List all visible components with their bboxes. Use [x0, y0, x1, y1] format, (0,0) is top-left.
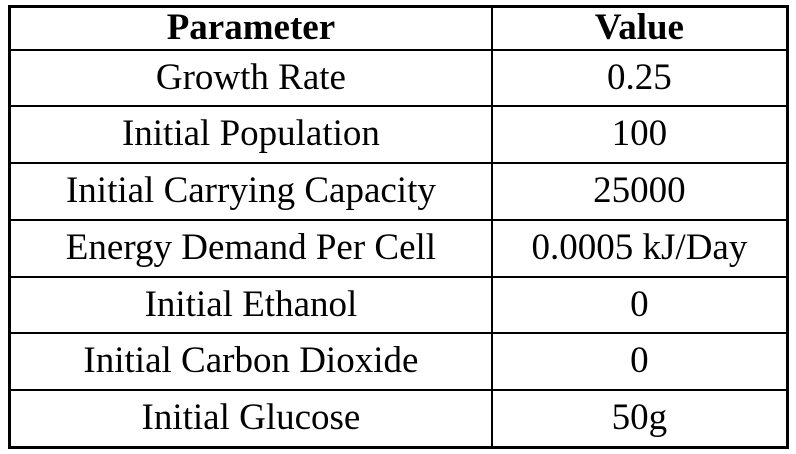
table-row: Energy Demand Per Cell 0.0005 kJ/Day [8, 218, 789, 278]
value-column-header: Value [490, 5, 789, 51]
parameter-cell: Initial Population [8, 105, 493, 165]
parameter-cell: Initial Glucose [8, 389, 493, 449]
value-cell: 0.25 [490, 48, 789, 108]
parameter-cell: Energy Demand Per Cell [8, 218, 493, 278]
table-row: Initial Population 100 [8, 105, 789, 165]
value-cell: 0.0005 kJ/Day [490, 218, 789, 278]
table-row: Initial Carbon Dioxide 0 [8, 332, 789, 392]
value-cell: 0 [490, 275, 789, 335]
value-cell: 25000 [490, 162, 789, 221]
parameters-table: Parameter Value Growth Rate 0.25 Initial… [8, 5, 789, 449]
parameter-cell: Initial Ethanol [8, 275, 493, 335]
value-cell: 50g [490, 389, 789, 449]
parameter-cell: Initial Carrying Capacity [8, 162, 493, 221]
parameter-cell: Growth Rate [8, 48, 493, 108]
table-row: Initial Carrying Capacity 25000 [8, 162, 789, 221]
value-cell: 100 [490, 105, 789, 165]
parameter-cell: Initial Carbon Dioxide [8, 332, 493, 392]
table-header-row: Parameter Value [8, 5, 789, 51]
parameter-column-header: Parameter [8, 5, 493, 51]
table-row: Initial Glucose 50g [8, 389, 789, 449]
table-row: Initial Ethanol 0 [8, 275, 789, 335]
table-row: Growth Rate 0.25 [8, 48, 789, 108]
value-cell: 0 [490, 332, 789, 392]
